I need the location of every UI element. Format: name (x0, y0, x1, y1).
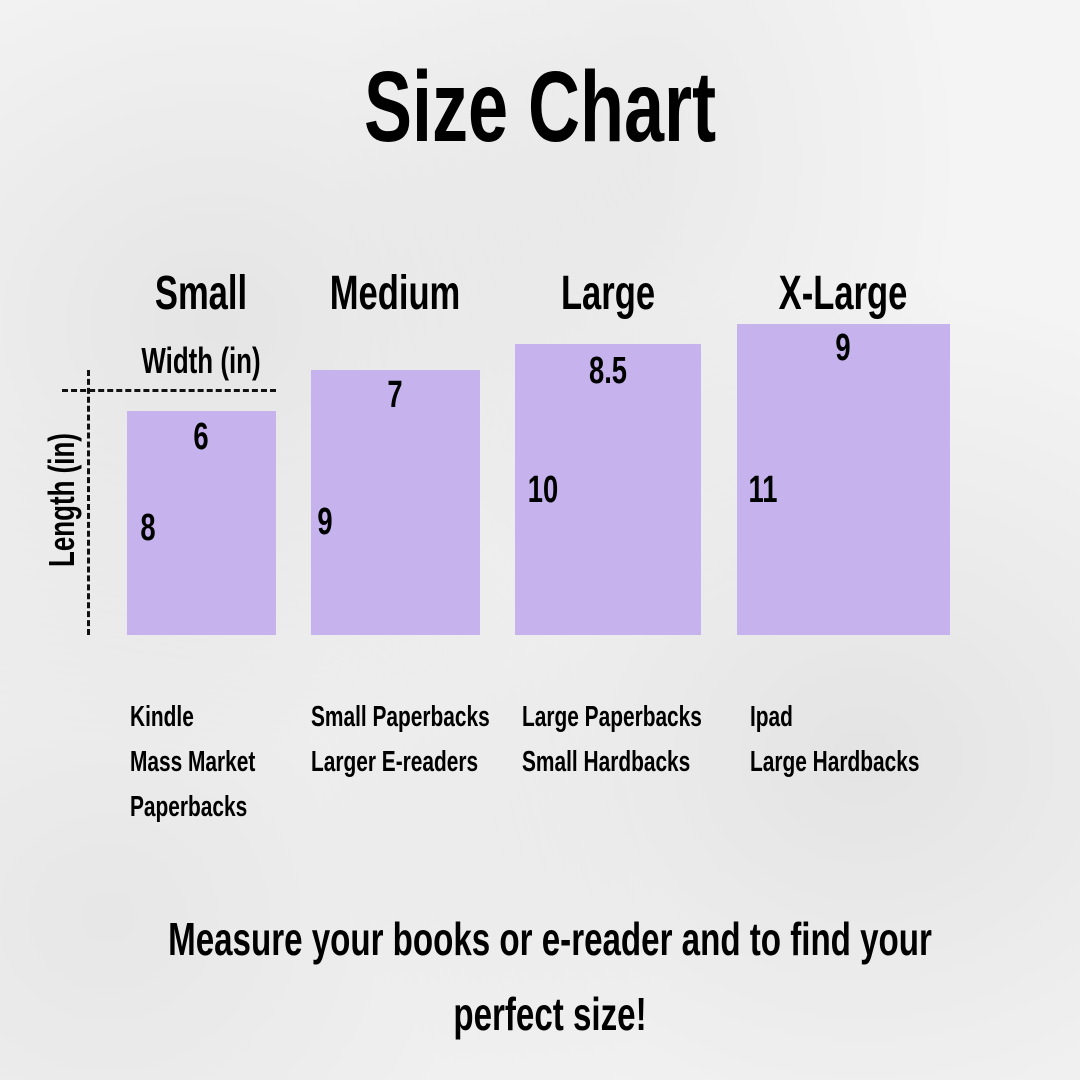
length-value-large: 10 (527, 469, 559, 511)
width-value-xlarge: 9 (835, 327, 851, 369)
width-value-large: 8.5 (588, 350, 628, 392)
example-item: Small Hardbacks (522, 746, 691, 778)
size-box-xlarge (737, 324, 950, 635)
example-item: Large Paperbacks (522, 701, 702, 733)
footer-line-2: perfect size! (453, 988, 647, 1040)
example-item: Larger E-readers (311, 746, 479, 778)
length-axis-label: Length (in) (41, 433, 82, 567)
size-header-large: Large (560, 267, 656, 320)
examples-xlarge: Ipad Large Hardbacks (750, 695, 919, 785)
length-value-small: 8 (140, 507, 156, 549)
example-item: Ipad (750, 701, 793, 733)
size-box-medium (311, 370, 480, 635)
examples-large: Large Paperbacks Small Hardbacks (522, 695, 702, 785)
example-item: Mass Market (130, 746, 256, 778)
width-value-small: 6 (193, 416, 209, 458)
size-header-small: Small (154, 267, 248, 320)
width-value-medium: 7 (387, 374, 403, 416)
size-box-small (127, 411, 276, 635)
size-header-xlarge: X-Large (778, 267, 908, 320)
example-item: Small Paperbacks (311, 701, 490, 733)
examples-small: Kindle Mass Market Paperbacks (130, 695, 255, 830)
length-dashed-line (87, 370, 90, 635)
example-item: Paperbacks (130, 791, 248, 823)
footer-line-1: Measure your books or e-reader and to fi… (168, 913, 932, 965)
example-item: Kindle (130, 701, 194, 733)
length-value-medium: 9 (317, 501, 333, 543)
page-title: Size Chart (363, 51, 717, 163)
width-axis-label: Width (in) (141, 340, 261, 381)
examples-medium: Small Paperbacks Larger E-readers (311, 695, 490, 785)
width-dashed-line (62, 389, 276, 392)
size-box-large (515, 344, 701, 635)
size-header-medium: Medium (329, 267, 461, 320)
example-item: Large Hardbacks (750, 746, 920, 778)
length-value-xlarge: 11 (748, 469, 778, 511)
